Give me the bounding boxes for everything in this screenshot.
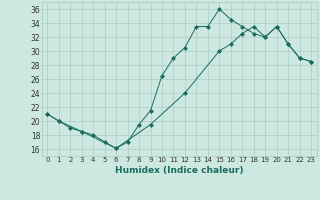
X-axis label: Humidex (Indice chaleur): Humidex (Indice chaleur) <box>115 166 244 175</box>
